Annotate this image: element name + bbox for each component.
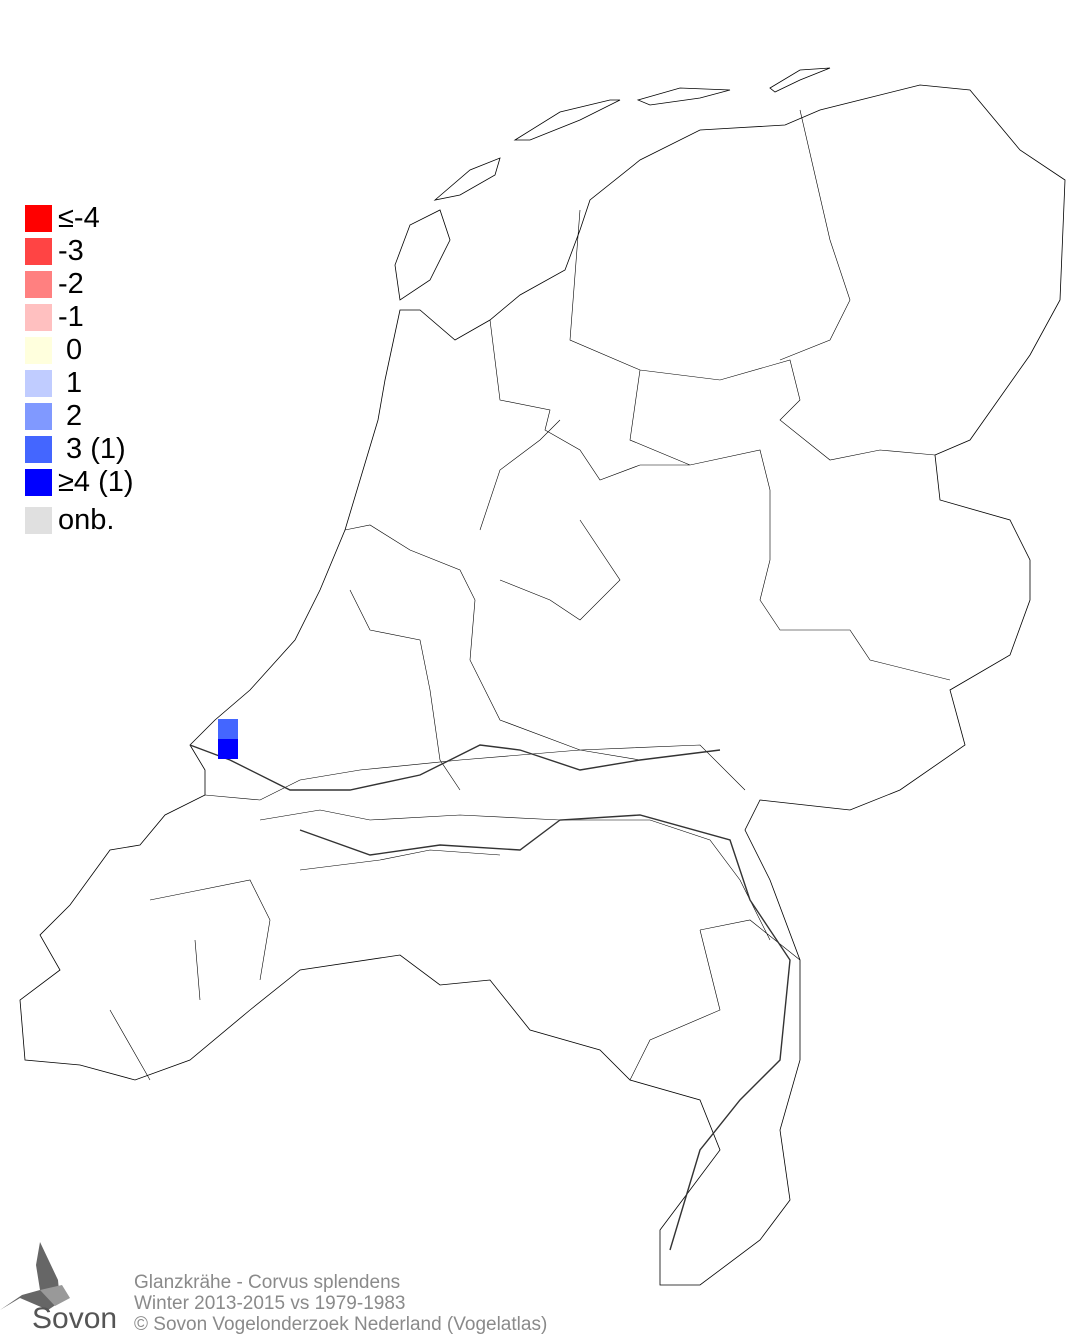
- sovon-logo: Sovon: [0, 1240, 125, 1335]
- island-ameland: [636, 87, 731, 106]
- legend-label: -1: [58, 301, 84, 333]
- legend-swatch: [25, 238, 52, 265]
- legend-swatch: [25, 436, 52, 463]
- species-name: Glanzkrähe - Corvus splendens: [134, 1272, 401, 1293]
- island-schiermonnikoog: [769, 67, 831, 93]
- legend-swatch: [25, 205, 52, 232]
- island-terschelling: [513, 99, 621, 141]
- legend-swatch: [25, 304, 52, 331]
- legend-label: 0: [58, 334, 83, 366]
- legend-label: ≥4 (1): [58, 466, 134, 498]
- legend-swatch: [25, 403, 52, 430]
- period: Winter 2013-2015 vs 1979-1983: [134, 1293, 406, 1314]
- legend-label: ≤-4: [58, 202, 100, 234]
- country-outline: [19, 84, 1066, 1286]
- rivers: [189, 744, 791, 1251]
- legend-label: -3: [58, 235, 84, 267]
- map-cell-class-4: [218, 739, 238, 759]
- logo-text: Sovon: [32, 1302, 117, 1335]
- island-texel: [394, 209, 451, 301]
- legend-swatch: [25, 271, 52, 298]
- legend-label: onb.: [58, 504, 115, 536]
- legend-swatch: [25, 370, 52, 397]
- legend-label: 2: [58, 400, 83, 432]
- legend-swatch: [25, 469, 52, 496]
- legend-swatch: [25, 507, 52, 534]
- map-cell-class-3: [218, 719, 238, 739]
- island-vlieland: [433, 157, 501, 201]
- copyright: © Sovon Vogelonderzoek Nederland (Vogela…: [134, 1314, 548, 1335]
- legend-label: -2: [58, 268, 84, 300]
- legend-swatch: [25, 337, 52, 364]
- legend-label: 3 (1): [58, 433, 126, 465]
- province-borders: [109, 109, 951, 1081]
- swallow-icon: Sovon: [0, 1242, 117, 1335]
- map-caption: Glanzkrähe - Corvus splendens Winter 201…: [134, 1272, 547, 1335]
- legend-label: 1: [58, 367, 83, 399]
